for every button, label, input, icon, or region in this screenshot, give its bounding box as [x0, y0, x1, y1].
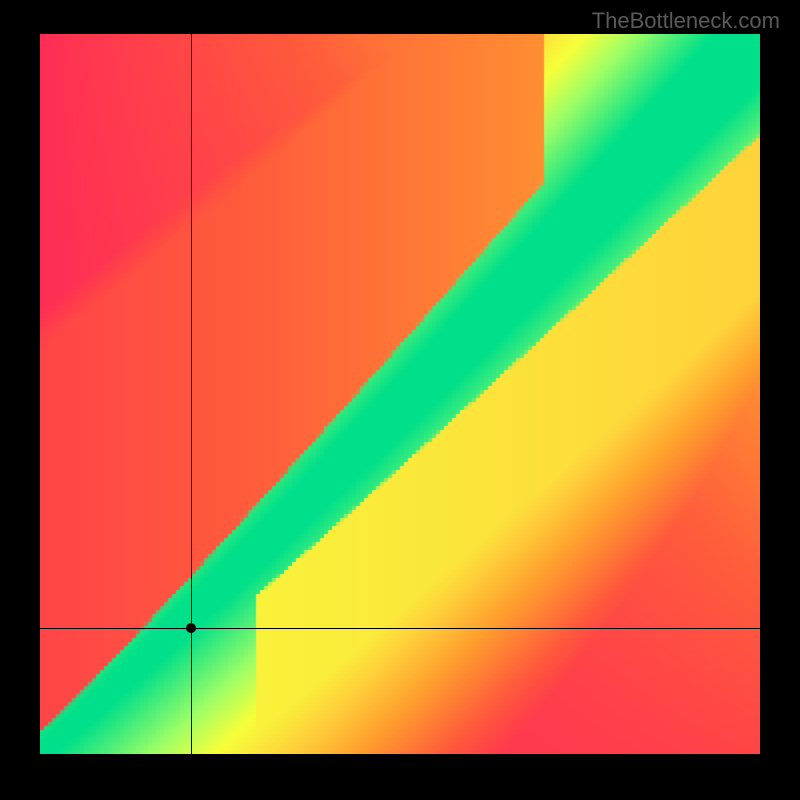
marker-dot [186, 623, 196, 633]
outer-frame: TheBottleneck.com [0, 0, 800, 800]
crosshair-horizontal [40, 628, 760, 629]
crosshair-vertical [191, 34, 192, 754]
heatmap-canvas [40, 34, 760, 754]
heatmap-plot [40, 34, 760, 754]
watermark-text: TheBottleneck.com [592, 8, 780, 34]
